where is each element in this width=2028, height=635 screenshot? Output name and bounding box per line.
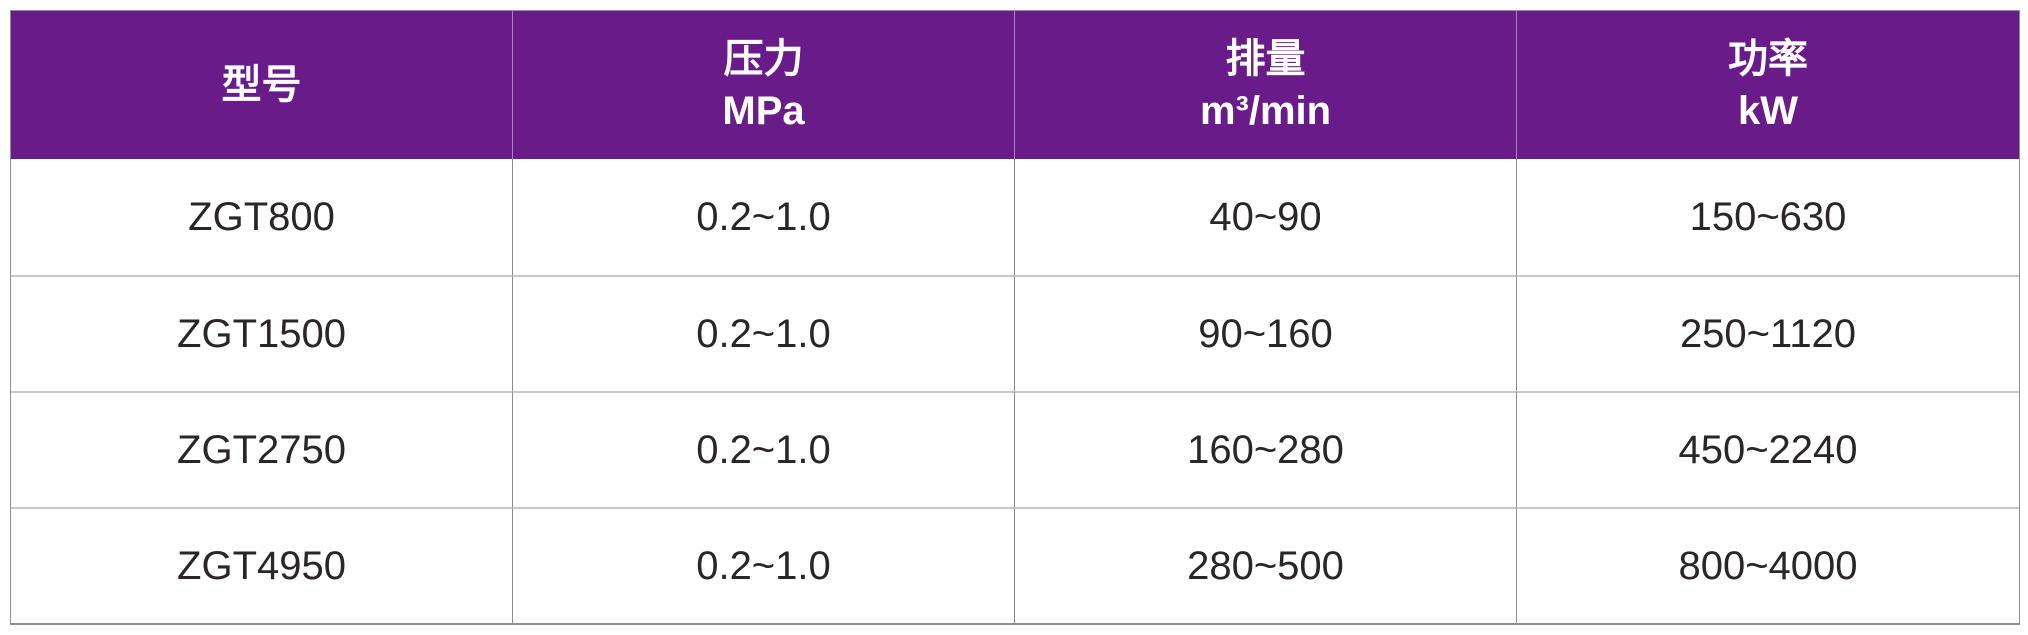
table-cell: ZGT1500 <box>11 275 513 391</box>
col-header-title: 功率 <box>1728 37 1808 81</box>
col-header-model: 型号 <box>11 11 513 159</box>
col-header-pressure: 压力 MPa <box>513 11 1015 159</box>
table-cell: 0.2~1.0 <box>513 507 1015 623</box>
col-header-unit: MPa <box>722 89 805 133</box>
col-header-title: 型号 <box>221 63 302 107</box>
table-cell: 800~4000 <box>1517 507 2019 623</box>
table-cell: ZGT800 <box>11 159 513 275</box>
table-cell: 0.2~1.0 <box>513 275 1015 391</box>
col-header-power: 功率 kW <box>1517 11 2019 159</box>
col-header-unit: kW <box>1738 89 1798 133</box>
table-cell: 40~90 <box>1015 159 1517 275</box>
table-cell: 280~500 <box>1015 507 1517 623</box>
table-cell: ZGT2750 <box>11 391 513 507</box>
table-cell: 160~280 <box>1015 391 1517 507</box>
table-cell: 450~2240 <box>1517 391 2019 507</box>
table-cell: 0.2~1.0 <box>513 159 1015 275</box>
col-header-title: 压力 <box>723 37 804 81</box>
table-cell: 0.2~1.0 <box>513 391 1015 507</box>
col-header-unit: m³/min <box>1199 89 1332 133</box>
table-cell: 250~1120 <box>1517 275 2019 391</box>
spec-table: 型号 压力 MPa 排量 m³/min 功率 kW ZGT800 0.2~1.0… <box>10 10 2020 625</box>
table-cell: 150~630 <box>1689 194 1847 239</box>
table-cell: ZGT4950 <box>11 507 513 623</box>
table-cell: 90~160 <box>1015 275 1517 391</box>
col-header-displacement: 排量 m³/min <box>1015 11 1517 159</box>
col-header-title: 排量 <box>1225 37 1306 81</box>
